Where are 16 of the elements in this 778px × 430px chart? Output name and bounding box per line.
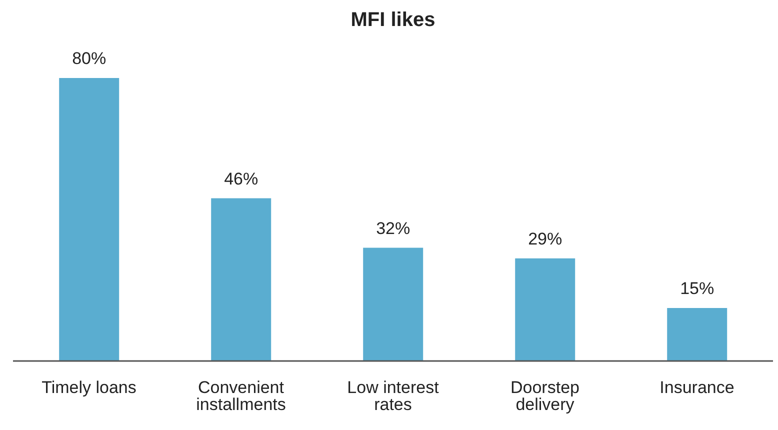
bar	[667, 308, 728, 361]
data-label: 80%	[72, 49, 106, 68]
data-label: 32%	[376, 218, 410, 238]
data-label: 29%	[528, 229, 562, 248]
bar	[363, 248, 424, 361]
x-tick-label: Low interest rates	[347, 378, 440, 414]
data-label: 46%	[224, 169, 258, 188]
x-tick-label: Convenient installments	[196, 378, 286, 414]
bar	[515, 258, 576, 361]
x-tick-label: Doorstep delivery	[510, 378, 580, 414]
bar	[59, 78, 120, 361]
chart-title: MFI likes	[350, 8, 436, 33]
data-label: 15%	[680, 278, 714, 298]
x-tick-label: Insurance	[660, 378, 734, 398]
bar	[211, 198, 272, 361]
x-tick-label: Timely loans	[42, 378, 136, 398]
